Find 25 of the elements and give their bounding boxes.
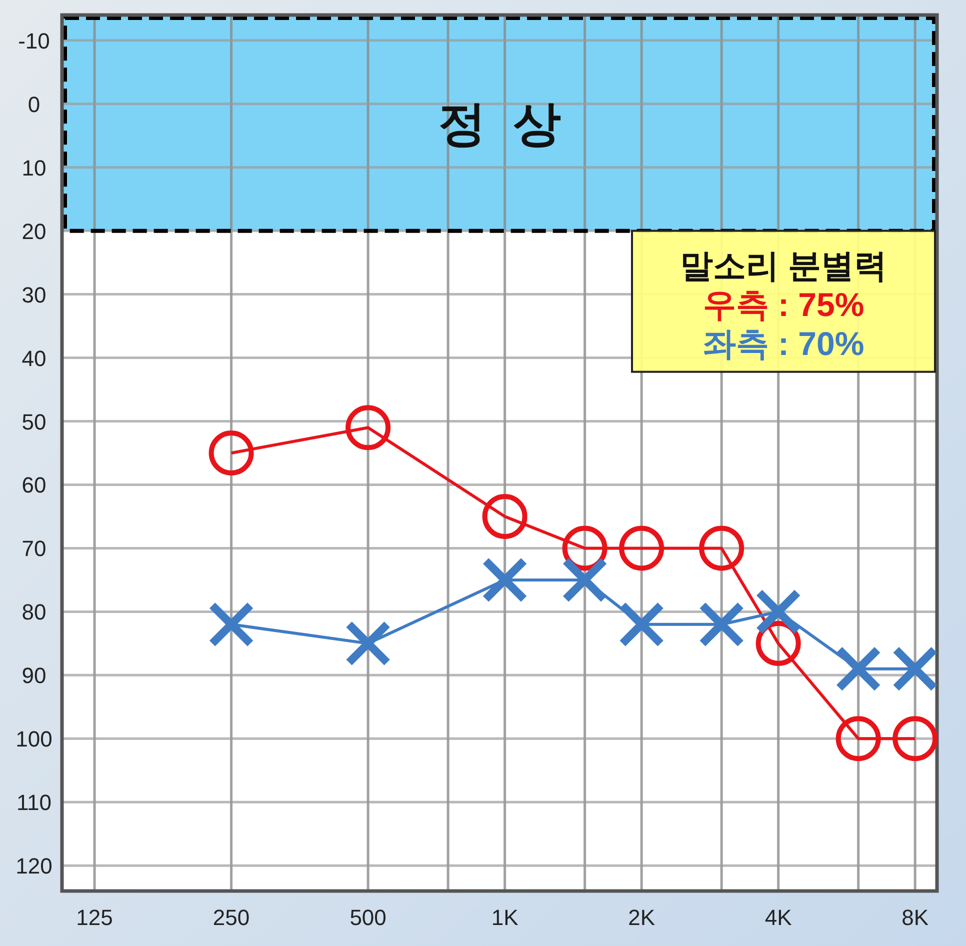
y-tick-label: 0 — [28, 92, 40, 117]
y-tick-label: 30 — [22, 282, 46, 308]
x-tick-label: 250 — [212, 905, 250, 930]
x-tick-label: 2K — [628, 905, 656, 930]
y-tick-label: 80 — [22, 600, 46, 625]
band-label: 정 상 — [438, 98, 561, 151]
x-tick-label: 4K — [764, 905, 792, 930]
x-tick-label: 1K — [491, 905, 519, 930]
y-tick-label: 10 — [22, 155, 46, 180]
y-tick-label: 20 — [22, 218, 46, 244]
y-tick-label: 90 — [22, 663, 46, 688]
annotation: 좌측 : 70% — [702, 324, 864, 362]
y-tick-label: -10 — [18, 28, 50, 54]
x-tick-label: 8K — [902, 905, 929, 930]
x-tick-label: 500 — [350, 905, 386, 930]
y-tick-label: 120 — [16, 854, 52, 879]
y-tick-label: 50 — [22, 409, 46, 434]
annotation: 우측 : 75% — [702, 286, 864, 323]
y-tick-label: 70 — [22, 536, 46, 562]
y-tick-label: 100 — [16, 726, 52, 752]
x-tick-label: 125 — [76, 905, 113, 930]
y-tick-label: 60 — [22, 472, 46, 498]
y-tick-label: 40 — [22, 346, 46, 371]
annotation: 말소리 분별력 — [680, 246, 888, 284]
y-tick-label: 110 — [16, 790, 52, 816]
